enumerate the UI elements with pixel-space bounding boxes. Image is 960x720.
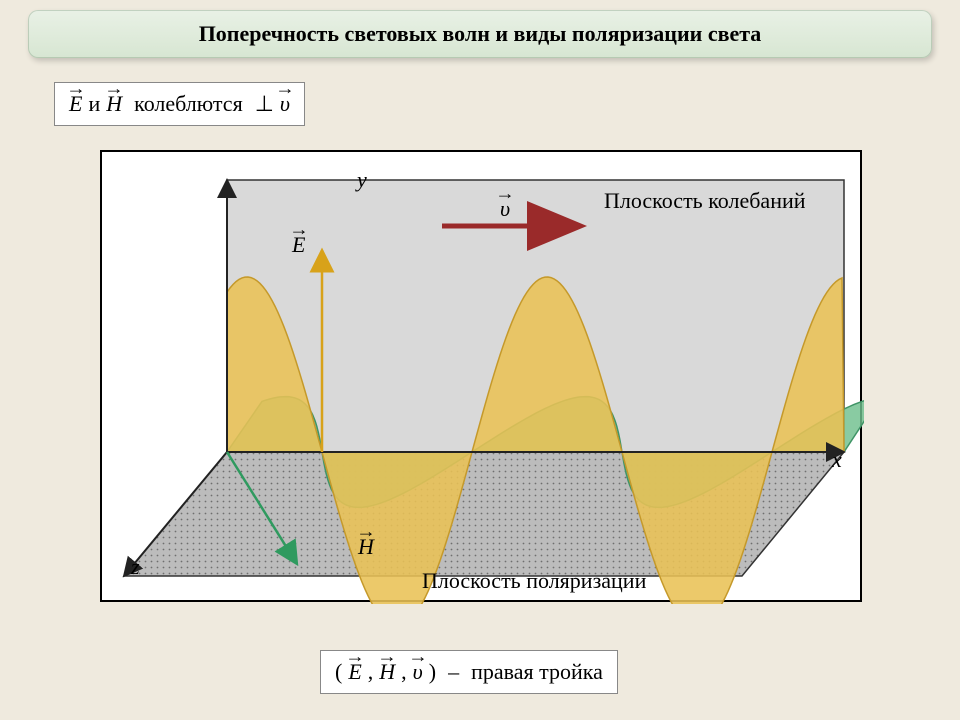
title-text: Поперечность световых волн и виды поляри… — [199, 21, 762, 47]
label-v: υ — [500, 196, 510, 222]
wave-diagram: y x z E Hυ Плоскость колебаний Плоскость поляр… — [100, 150, 862, 602]
label-x: x — [832, 447, 842, 473]
label-plane_pol: Плоскость поляризации — [422, 568, 646, 594]
triad-v: υ — [413, 659, 423, 685]
label-H: H — [358, 534, 374, 560]
label-plane_osc: Плоскость колебаний — [604, 188, 806, 214]
vector-E: E — [69, 91, 82, 117]
conj-and: и — [88, 91, 100, 117]
dash: – — [448, 659, 459, 685]
vector-H: H — [106, 91, 122, 117]
formula-oscillation: E и H колеблются ⊥ υ — [54, 82, 305, 126]
triad-E: E — [348, 659, 361, 685]
label-z: z — [131, 554, 140, 580]
perpendicular-symbol: ⊥ — [255, 91, 274, 117]
comma2: , — [401, 659, 407, 685]
label-E: E — [292, 232, 305, 258]
triad-label: правая тройка — [471, 659, 603, 685]
vector-v: υ — [280, 91, 290, 117]
title-bar: Поперечность световых волн и виды поляри… — [28, 10, 932, 58]
comma1: , — [368, 659, 374, 685]
paren-open: ( — [335, 659, 342, 685]
formula-triad: ( E , H , υ ) – правая тройка — [320, 650, 618, 694]
paren-close: ) — [429, 659, 436, 685]
label-y: y — [357, 167, 367, 193]
verb-oscillate: колеблются — [134, 91, 243, 117]
diagram-svg — [102, 152, 864, 604]
triad-H: H — [379, 659, 395, 685]
